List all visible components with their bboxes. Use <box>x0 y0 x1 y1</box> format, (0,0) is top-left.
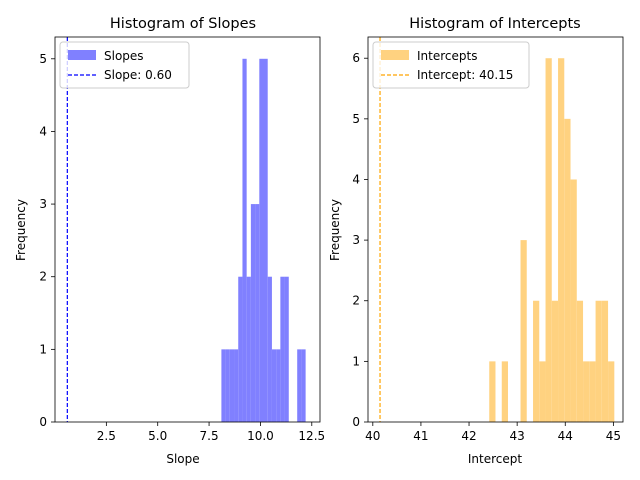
slopes-legend-label: Slopes <box>104 49 144 63</box>
intercepts-histogram-bar <box>583 361 590 422</box>
slopes-legend-line-label: Slope: 0.60 <box>104 68 172 82</box>
intercepts-histogram-bar <box>570 179 577 422</box>
slopes-histogram-panel: Histogram of Slopes 2.5 5.0 7.5 10.0 12.5012… <box>14 16 325 466</box>
intercepts-legend <box>372 41 530 89</box>
intercepts-legend-label: Intercepts <box>417 49 477 63</box>
intercepts-histogram-bar <box>520 240 527 422</box>
slopes-histogram-bar <box>238 276 243 422</box>
intercepts-legend-swatch <box>381 50 409 60</box>
intercepts-histogram-bar <box>545 58 552 423</box>
intercepts-axes-frame <box>367 36 624 423</box>
intercepts-histogram-bar <box>608 361 615 422</box>
intercepts-histogram-bar <box>489 361 496 422</box>
slopes-x-tick-label: 12.5 <box>298 429 325 443</box>
intercepts-histogram-bar <box>533 300 540 422</box>
slopes-x-tick-label: 7.5 <box>200 429 219 443</box>
intercepts-histogram-bar <box>589 361 596 422</box>
slopes-histogram-bar <box>221 349 226 422</box>
slopes-histogram-bar <box>271 349 277 422</box>
slopes-histogram-bar <box>267 276 272 422</box>
intercepts-y-tick-label: 5 <box>352 112 360 126</box>
slopes-histogram-bar <box>297 349 302 422</box>
intercepts-histogram-panel: Histogram of Intercepts 40 41 42 43 44 450123… <box>328 16 624 466</box>
slopes-y-tick-label: 2 <box>39 270 47 284</box>
intercepts-legend-line-label: Intercept: 40.15 <box>417 68 513 82</box>
intercepts-x-tick-label: 43 <box>510 429 525 443</box>
slopes-histogram-bar <box>280 276 285 422</box>
intercepts-histogram-bar <box>601 300 609 422</box>
slopes-histogram-bar <box>284 276 289 422</box>
intercepts-y-axis-label: Frequency <box>328 199 342 261</box>
intercepts-x-tick-label: 45 <box>606 429 621 443</box>
slopes-x-tick-label: 2.5 <box>97 429 116 443</box>
intercepts-histogram-bar <box>595 300 602 422</box>
intercepts-histogram-bar <box>539 361 546 422</box>
slopes-histogram-bar <box>246 276 251 422</box>
slopes-histogram-bar <box>234 349 239 422</box>
slopes-y-tick-label: 5 <box>39 52 47 66</box>
slopes-y-tick-label: 3 <box>39 197 47 211</box>
intercepts-y-tick-label: 0 <box>352 415 360 429</box>
intercepts-x-tick-label: 41 <box>413 429 428 443</box>
intercepts-x-axis-label: Intercept <box>468 452 523 466</box>
slopes-histogram-bar <box>242 58 247 423</box>
intercepts-y-tick-label: 6 <box>352 51 360 65</box>
intercepts-x-tick-label: 44 <box>558 429 573 443</box>
slopes-x-tick-label: 10.0 <box>247 429 274 443</box>
intercepts-histogram-bar <box>558 58 565 423</box>
slopes-histogram-bar <box>255 204 260 422</box>
intercepts-y-tick-label: 1 <box>352 354 360 368</box>
slopes-chart-title: Histogram of Slopes <box>110 16 256 32</box>
intercepts-histogram-bar <box>501 361 508 422</box>
intercepts-x-tick-label: 40 <box>365 429 380 443</box>
slopes-x-tick-label: 5.0 <box>148 429 167 443</box>
intercepts-y-tick-label: 4 <box>352 172 360 186</box>
intercepts-y-tick-label: 2 <box>352 294 360 308</box>
slopes-histogram-bar <box>225 349 230 422</box>
slopes-legend-swatch <box>68 50 96 60</box>
intercepts-chart-title: Histogram of Intercepts <box>409 16 580 32</box>
intercepts-histogram-bar <box>551 300 559 422</box>
slopes-axes-frame <box>54 36 321 423</box>
slopes-histogram-bar <box>301 349 306 422</box>
slopes-histogram-bar <box>276 349 281 422</box>
slopes-y-axis-label: Frequency <box>14 199 28 261</box>
slopes-histogram-bar <box>250 204 256 422</box>
slopes-y-tick-label: 0 <box>39 415 47 429</box>
intercepts-y-tick-label: 3 <box>352 233 360 247</box>
intercepts-x-tick-label: 42 <box>461 429 476 443</box>
intercepts-histogram-bar <box>576 300 584 422</box>
slopes-histogram-bar <box>259 58 264 423</box>
slopes-plot-area: 2.5 5.0 7.5 10.0 12.5 0 1 2 3 4 5 Slopes Slope: 0.60 <box>39 36 325 443</box>
slopes-y-tick-label: 1 <box>39 342 47 356</box>
intercepts-histogram-bar <box>564 118 571 422</box>
slopes-histogram-bar <box>229 349 235 422</box>
slopes-x-axis-label: Slope <box>166 452 199 466</box>
slopes-y-tick-label: 4 <box>39 124 47 138</box>
slopes-histogram-bar <box>263 58 268 423</box>
